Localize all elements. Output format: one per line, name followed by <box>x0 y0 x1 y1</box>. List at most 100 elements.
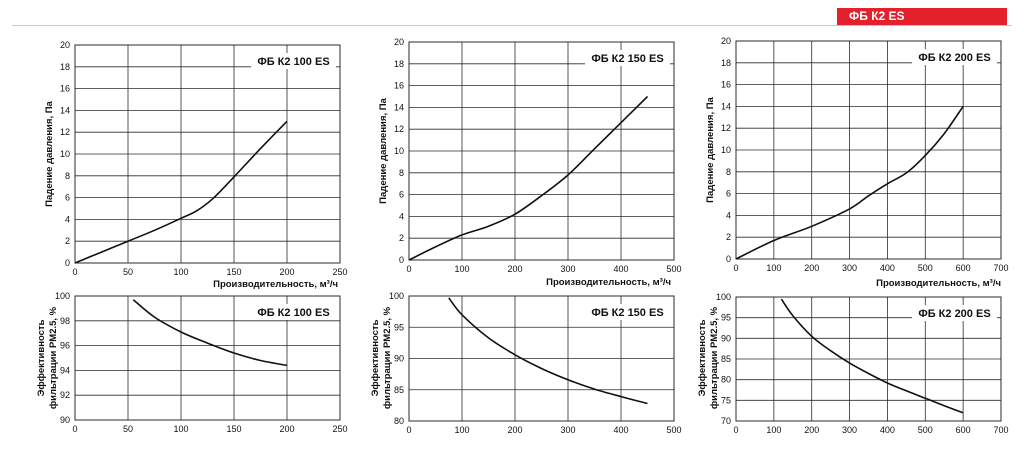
plot-frame <box>74 295 341 421</box>
y-tick-label: 20 <box>721 36 731 46</box>
x-tick-label: 100 <box>766 425 781 435</box>
x-tick-label: 400 <box>880 425 895 435</box>
model-label-box <box>912 305 997 321</box>
y-tick-label: 12 <box>60 127 70 137</box>
y-axis-label: Падение давления, Па <box>378 97 389 203</box>
x-tick-label: 600 <box>956 263 971 273</box>
y-tick-label: 20 <box>60 40 70 50</box>
y-tick-label: 12 <box>394 124 404 134</box>
y-tick-label: 75 <box>721 395 731 405</box>
y-tick-label: 2 <box>399 233 404 243</box>
model-label-box <box>912 49 997 65</box>
x-tick-label: 600 <box>956 425 971 435</box>
x-tick-label: 200 <box>279 424 294 434</box>
y-tick-label: 90 <box>60 415 70 425</box>
y-tick-label: 98 <box>60 316 70 326</box>
y-tick-label: 90 <box>721 333 731 343</box>
y-tick-label: 92 <box>60 390 70 400</box>
model-label-box <box>585 304 670 320</box>
y-tick-label: 94 <box>60 365 70 375</box>
x-tick-label: 500 <box>918 425 933 435</box>
y-tick-label: 18 <box>721 58 731 68</box>
y-tick-label: 16 <box>60 84 70 94</box>
x-tick-label: 50 <box>123 424 133 434</box>
x-tick-label: 100 <box>173 267 188 277</box>
y-tick-label: 16 <box>394 81 404 91</box>
x-tick-label: 250 <box>332 424 347 434</box>
x-tick-label: 0 <box>406 425 411 435</box>
x-tick-label: 0 <box>733 263 738 273</box>
y-tick-label: 10 <box>60 149 70 159</box>
x-tick-label: 200 <box>279 267 294 277</box>
model-label: ФБ К2 100 ES <box>257 56 329 68</box>
y-tick-label: 80 <box>721 375 731 385</box>
y-tick-label: 96 <box>60 341 70 351</box>
y-tick-label: 2 <box>65 236 70 246</box>
y-tick-label: 18 <box>394 59 404 69</box>
y-tick-label: 18 <box>60 62 70 72</box>
x-tick-label: 100 <box>173 424 188 434</box>
series-line <box>735 105 964 260</box>
x-tick-label: 0 <box>406 264 411 274</box>
model-label: ФБ К2 150 ES <box>591 307 663 319</box>
x-tick-label: 0 <box>733 425 738 435</box>
plot-frame <box>735 296 1002 422</box>
series-line <box>74 120 288 264</box>
y-tick-label: 95 <box>394 322 404 332</box>
x-tick-label: 300 <box>560 264 575 274</box>
y-tick-label: 70 <box>721 416 731 426</box>
y-axis-label: Эффективностьфильтрации PM2.5, % <box>36 306 59 409</box>
y-tick-label: 20 <box>394 37 404 47</box>
series-line <box>448 297 648 405</box>
model-label-box <box>251 53 336 69</box>
y-tick-label: 100 <box>389 291 404 301</box>
y-tick-label: 10 <box>394 146 404 156</box>
model-label-box <box>585 50 670 66</box>
y-tick-label: 90 <box>394 354 404 364</box>
y-tick-label: 95 <box>721 313 731 323</box>
y-tick-label: 14 <box>394 102 404 112</box>
series-line <box>132 299 288 367</box>
x-tick-label: 500 <box>666 264 681 274</box>
model-label: ФБ К2 200 ES <box>918 52 990 64</box>
y-tick-label: 85 <box>394 385 404 395</box>
y-tick-label: 12 <box>721 123 731 133</box>
y-tick-label: 80 <box>394 416 404 426</box>
x-tick-label: 200 <box>507 425 522 435</box>
y-axis-label: Эффективностьфильтрации PM2.5, % <box>370 306 393 409</box>
model-label: ФБ К2 150 ES <box>591 53 663 65</box>
series-line <box>408 95 649 261</box>
x-tick-label: 200 <box>804 425 819 435</box>
plot-frame <box>408 295 675 422</box>
y-tick-label: 16 <box>721 80 731 90</box>
x-tick-label: 700 <box>993 425 1008 435</box>
x-tick-label: 400 <box>613 264 628 274</box>
y-tick-label: 4 <box>65 214 70 224</box>
y-tick-label: 100 <box>55 291 70 301</box>
model-label: ФБ К2 200 ES <box>918 308 990 320</box>
plot-frame <box>408 41 675 261</box>
x-tick-label: 0 <box>72 267 77 277</box>
x-tick-label: 100 <box>766 263 781 273</box>
y-axis-label: Падение давления, Па <box>705 96 716 202</box>
y-tick-label: 0 <box>399 255 404 265</box>
y-tick-label: 6 <box>65 193 70 203</box>
x-tick-label: 400 <box>613 425 628 435</box>
y-tick-label: 10 <box>721 145 731 155</box>
x-tick-label: 300 <box>842 263 857 273</box>
y-tick-label: 8 <box>65 171 70 181</box>
y-tick-label: 6 <box>726 189 731 199</box>
y-tick-label: 14 <box>60 105 70 115</box>
x-tick-label: 50 <box>123 267 133 277</box>
x-tick-label: 400 <box>880 263 895 273</box>
y-tick-label: 6 <box>399 190 404 200</box>
y-tick-label: 0 <box>726 254 731 264</box>
x-tick-label: 500 <box>918 263 933 273</box>
x-tick-label: 700 <box>993 263 1008 273</box>
x-tick-label: 300 <box>560 425 575 435</box>
